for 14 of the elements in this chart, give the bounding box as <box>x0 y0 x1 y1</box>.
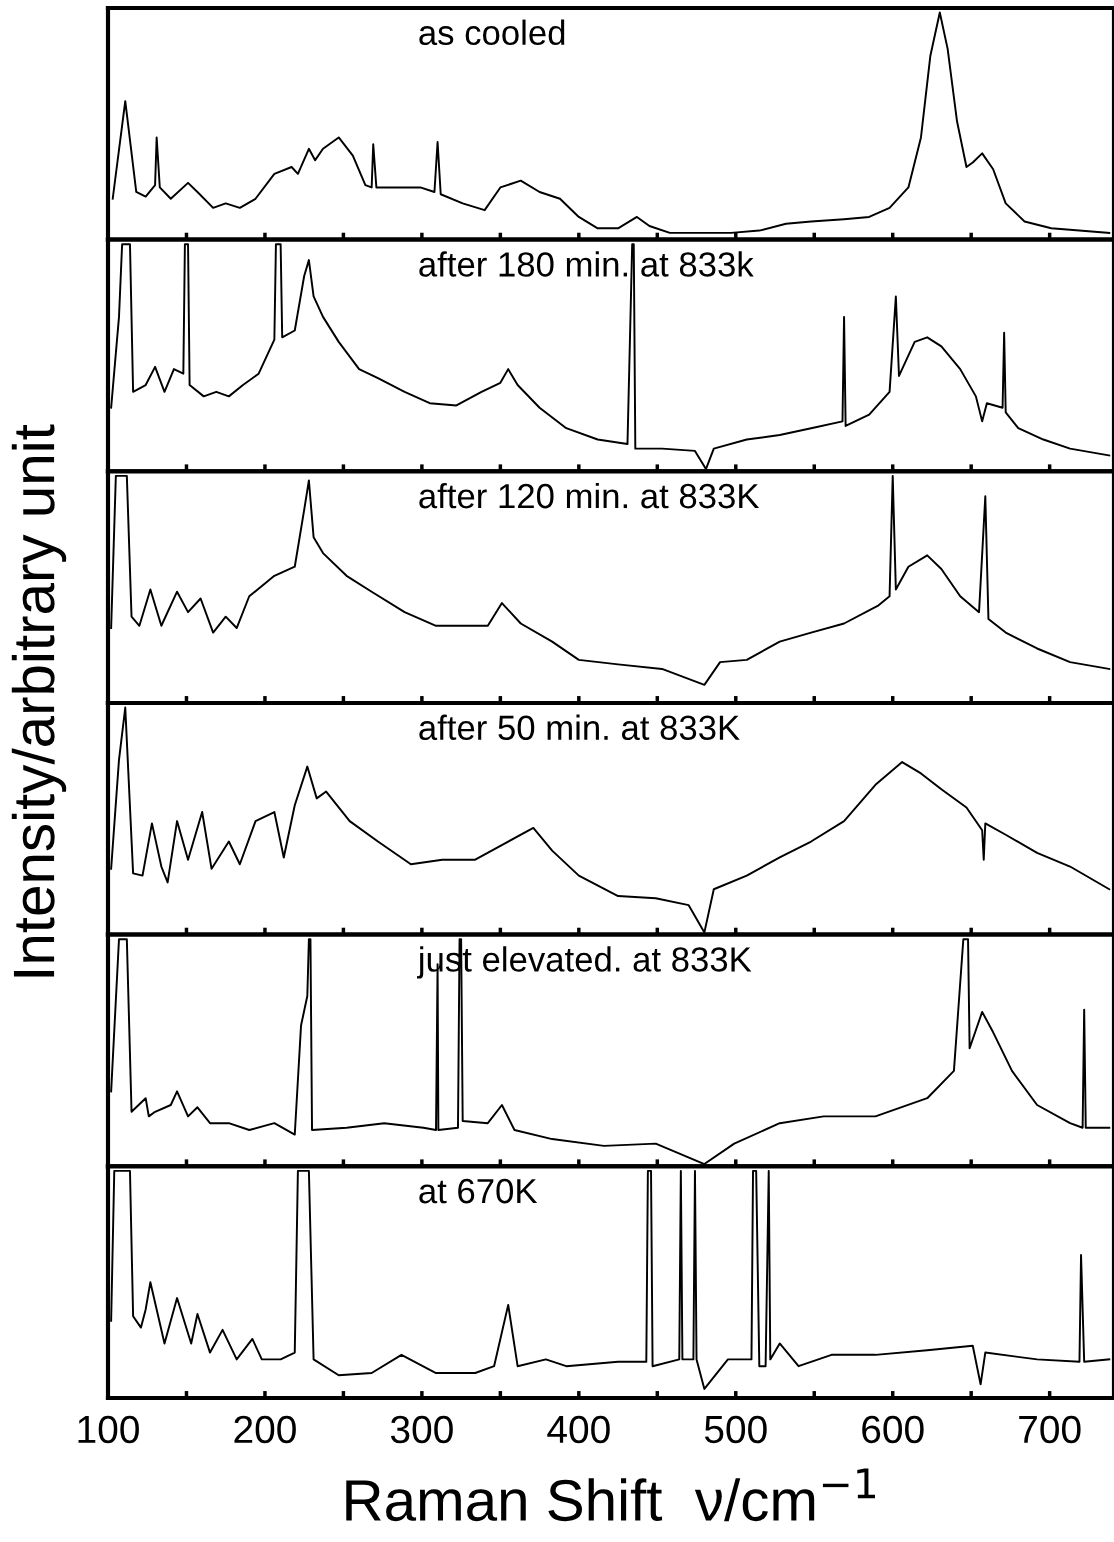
x-tick-label: 200 <box>234 1415 296 1444</box>
y-axis-title: Intensity/arbitrary unit <box>11 424 67 977</box>
chart-title: at 670K <box>419 1178 538 1204</box>
chart-title: after 120 min. at 833K <box>419 482 760 509</box>
x-tick-label: 400 <box>547 1415 610 1444</box>
x-tick-label: 600 <box>862 1415 924 1444</box>
x-tick-label: 300 <box>390 1415 453 1444</box>
chart-title: after 180 min. at 833k <box>419 251 754 277</box>
chart-title: as cooled <box>419 19 565 46</box>
x-tick-label: 700 <box>1019 1415 1081 1444</box>
x-tick-label: 500 <box>704 1415 767 1444</box>
x-tick-label: 100 <box>78 1415 139 1444</box>
x-axis-title: Raman Shift ν/cm$^{−1}$ <box>346 1468 875 1522</box>
chart-title: after 50 min. at 833K <box>419 714 740 741</box>
